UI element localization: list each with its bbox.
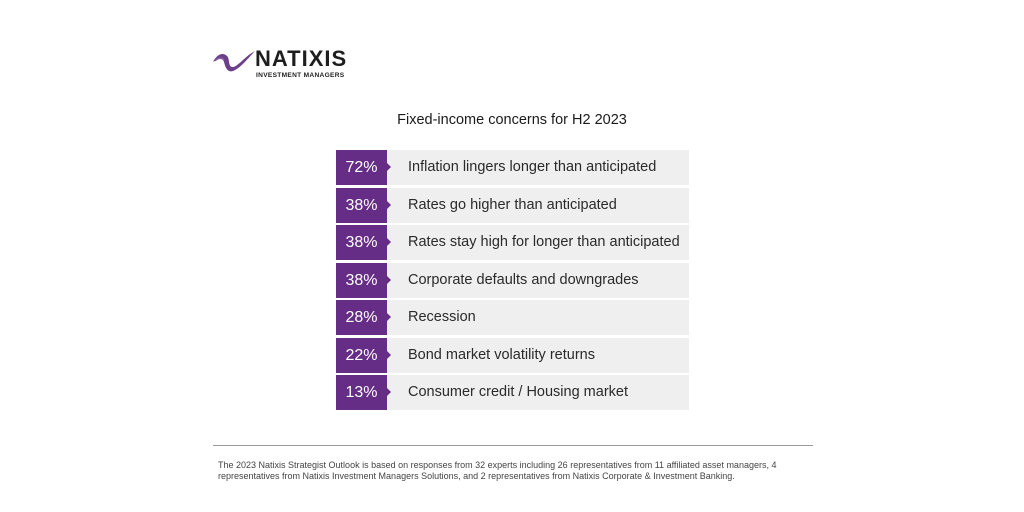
logo-subtitle: INVESTMENT MANAGERS [256, 72, 345, 79]
swoosh-icon [213, 51, 255, 72]
percent-badge: 72% [336, 150, 391, 185]
percent-badge: 22% [336, 337, 391, 373]
concern-label: Rates go higher than anticipated [408, 196, 617, 213]
concern-label: Corporate defaults and downgrades [408, 271, 639, 288]
concern-row: 38% Rates go higher than anticipated [336, 187, 689, 223]
footnote-divider [213, 445, 813, 446]
concerns-list: 72% Inflation lingers longer than anticip… [336, 150, 689, 413]
natixis-logo: NATIXIS INVESTMENT MANAGERS [211, 46, 361, 82]
concern-row: 38% Rates stay high for longer than antic… [336, 225, 689, 260]
percent-badge: 28% [336, 300, 391, 335]
concern-label: Recession [408, 309, 476, 325]
percent-badge: 38% [336, 187, 391, 223]
concern-row: 28% Recession [336, 300, 689, 335]
footnote: The 2023 Natixis Strategist Outlook is b… [218, 460, 777, 481]
concern-label: Bond market volatility returns [408, 346, 595, 363]
concern-row: 22% Bond market volatility returns [336, 337, 689, 373]
chart-title: Fixed-income concerns for H2 2023 [397, 112, 627, 128]
concern-row: 13% Consumer credit / Housing market [336, 375, 689, 410]
logo-wordmark: NATIXIS [255, 46, 348, 71]
concern-label: Inflation lingers longer than anticipate… [408, 159, 657, 175]
concern-row: 38% Corporate defaults and downgrades [336, 262, 689, 298]
concern-label: Consumer credit / Housing market [408, 384, 628, 400]
percent-badge: 38% [336, 225, 391, 260]
percent-badge: 13% [336, 375, 391, 410]
concern-row: 72% Inflation lingers longer than anticip… [336, 150, 689, 185]
concern-label: Rates stay high for longer than anticipa… [408, 234, 680, 250]
percent-badge: 38% [336, 262, 391, 298]
